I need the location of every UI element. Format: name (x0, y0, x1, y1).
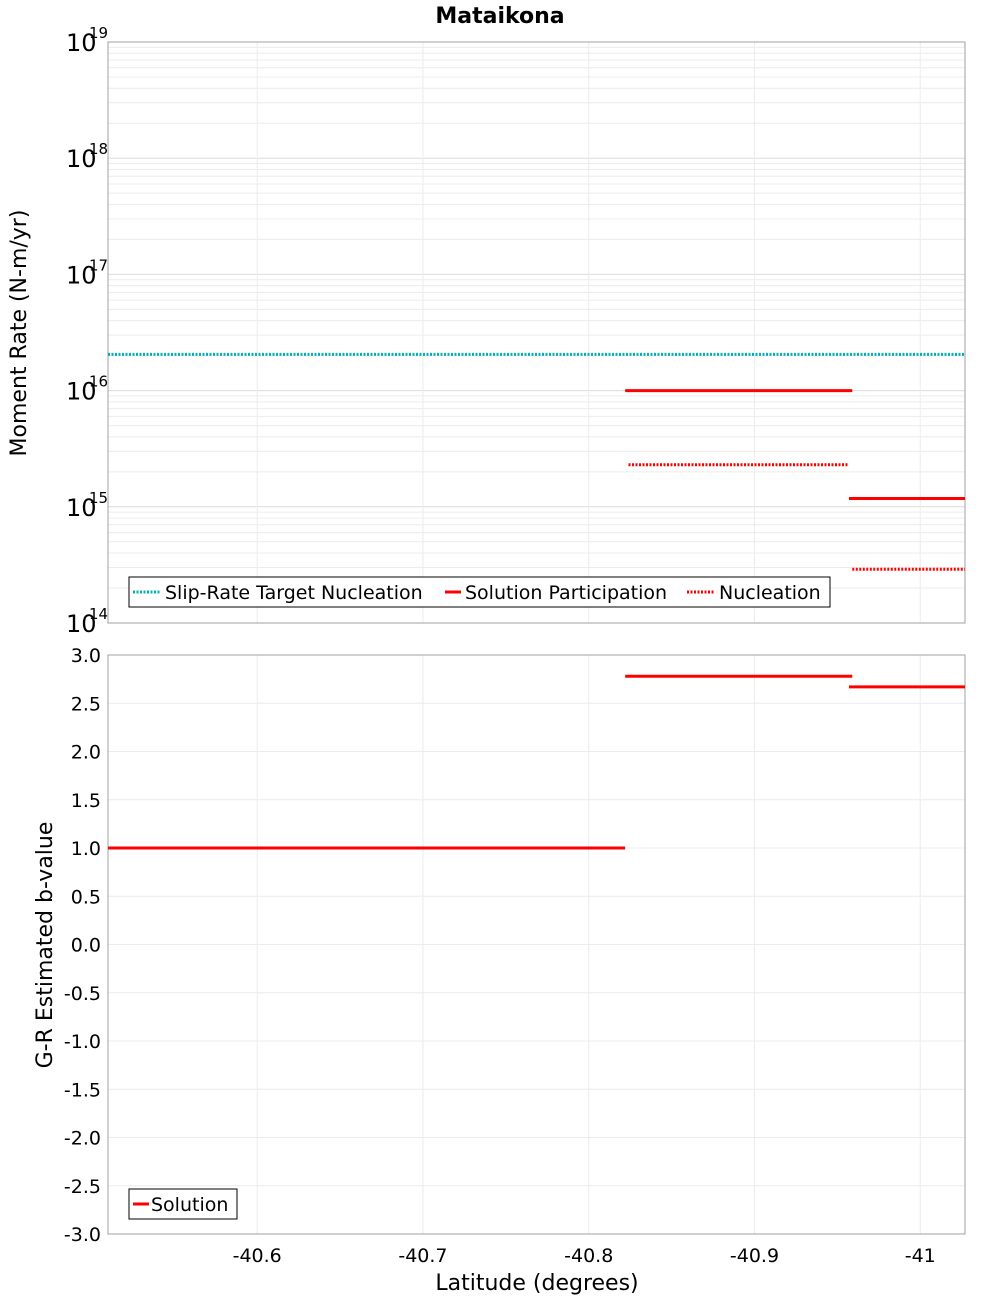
y-tick-label-base: 10 (66, 29, 97, 57)
plot-frame (107, 654, 966, 1235)
legend-label: Solution (151, 1194, 228, 1216)
y-tick-label-base: 10 (66, 494, 97, 522)
y-tick-label-base: 10 (66, 261, 97, 289)
y-tick-label-exponent: 14 (89, 605, 108, 623)
b-value-axis-label: G-R Estimated b-value (33, 822, 58, 1069)
y-tick-label-exponent: 19 (89, 24, 108, 42)
y-tick-label-exponent: 16 (89, 373, 108, 391)
chart-title: Mataikona (435, 4, 564, 29)
x-tick-label: -40.7 (398, 1245, 447, 1267)
y-tick-label-base: 10 (66, 610, 97, 638)
y-tick-label: 2.0 (71, 742, 101, 764)
legend-label: Solution Participation (465, 582, 667, 604)
y-tick-label-exponent: 15 (89, 489, 108, 507)
y-tick-label-exponent: 18 (89, 140, 108, 158)
y-tick-label-exponent: 17 (89, 256, 108, 274)
b-value-legend: Solution (128, 1188, 238, 1220)
y-tick-label-base: 10 (66, 378, 97, 406)
x-tick-label: -41 (905, 1245, 936, 1267)
plot-frame (107, 41, 966, 624)
y-tick-label: -3.0 (64, 1224, 101, 1246)
y-tick-label: 1.5 (71, 790, 101, 812)
legend-label: Slip-Rate Target Nucleation (165, 582, 423, 604)
x-tick-label: -40.6 (233, 1245, 282, 1267)
y-tick-label: 3.0 (71, 645, 101, 667)
y-tick-label: -0.5 (64, 983, 101, 1005)
moment-rate-axis-label: Moment Rate (N-m/yr) (7, 210, 32, 457)
y-tick-label: -2.0 (64, 1128, 101, 1150)
y-tick-label: -1.0 (64, 1031, 101, 1053)
moment-rate-legend: Slip-Rate Target Nucleation Solution Part… (128, 576, 831, 608)
y-tick-label: 0.0 (71, 935, 101, 957)
y-tick-label: -2.5 (64, 1176, 101, 1198)
x-tick-label: -40.9 (730, 1245, 779, 1267)
y-tick-label-base: 10 (66, 145, 97, 173)
x-tick-label: -40.8 (564, 1245, 613, 1267)
legend-label: Nucleation (719, 582, 821, 604)
y-tick-label: 0.5 (71, 886, 101, 908)
y-tick-label: -1.5 (64, 1079, 101, 1101)
y-tick-label: 1.0 (71, 838, 101, 860)
latitude-axis-label: Latitude (degrees) (435, 1271, 638, 1296)
legend-box (128, 576, 831, 608)
b-value-panel: 3.0 2.5 2.0 1.5 1.0 0.5 0.0 -0.5 -1.0 -1.5 -2.0 -2.… (64, 645, 966, 1267)
y-tick-label: 2.5 (71, 693, 101, 715)
